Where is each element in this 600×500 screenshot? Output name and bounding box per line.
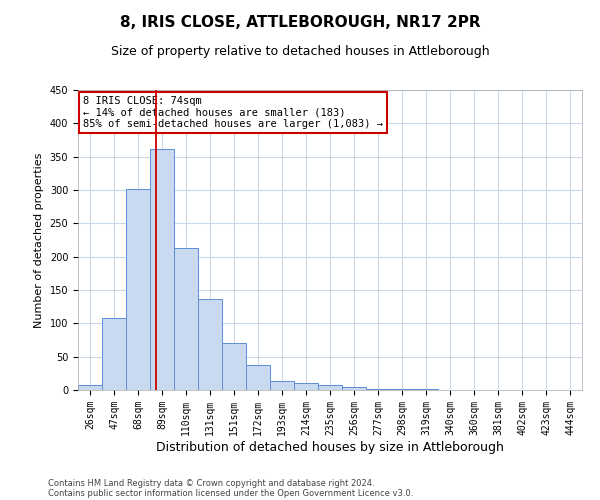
Bar bbox=[126, 188, 150, 390]
Text: Size of property relative to detached houses in Attleborough: Size of property relative to detached ho… bbox=[110, 45, 490, 58]
Bar bbox=[366, 388, 390, 390]
Bar bbox=[222, 344, 246, 390]
Bar bbox=[102, 318, 126, 390]
Bar bbox=[150, 148, 174, 390]
Text: Contains public sector information licensed under the Open Government Licence v3: Contains public sector information licen… bbox=[48, 488, 413, 498]
Text: 8, IRIS CLOSE, ATTLEBOROUGH, NR17 2PR: 8, IRIS CLOSE, ATTLEBOROUGH, NR17 2PR bbox=[119, 15, 481, 30]
Bar bbox=[342, 386, 366, 390]
Bar bbox=[270, 382, 294, 390]
Bar bbox=[246, 366, 270, 390]
Text: 8 IRIS CLOSE: 74sqm
← 14% of detached houses are smaller (183)
85% of semi-detac: 8 IRIS CLOSE: 74sqm ← 14% of detached ho… bbox=[83, 96, 383, 129]
Y-axis label: Number of detached properties: Number of detached properties bbox=[34, 152, 44, 328]
Bar bbox=[198, 300, 222, 390]
Bar bbox=[174, 248, 198, 390]
Bar bbox=[78, 384, 102, 390]
Bar bbox=[294, 384, 318, 390]
Text: Contains HM Land Registry data © Crown copyright and database right 2024.: Contains HM Land Registry data © Crown c… bbox=[48, 478, 374, 488]
X-axis label: Distribution of detached houses by size in Attleborough: Distribution of detached houses by size … bbox=[156, 440, 504, 454]
Bar bbox=[318, 384, 342, 390]
